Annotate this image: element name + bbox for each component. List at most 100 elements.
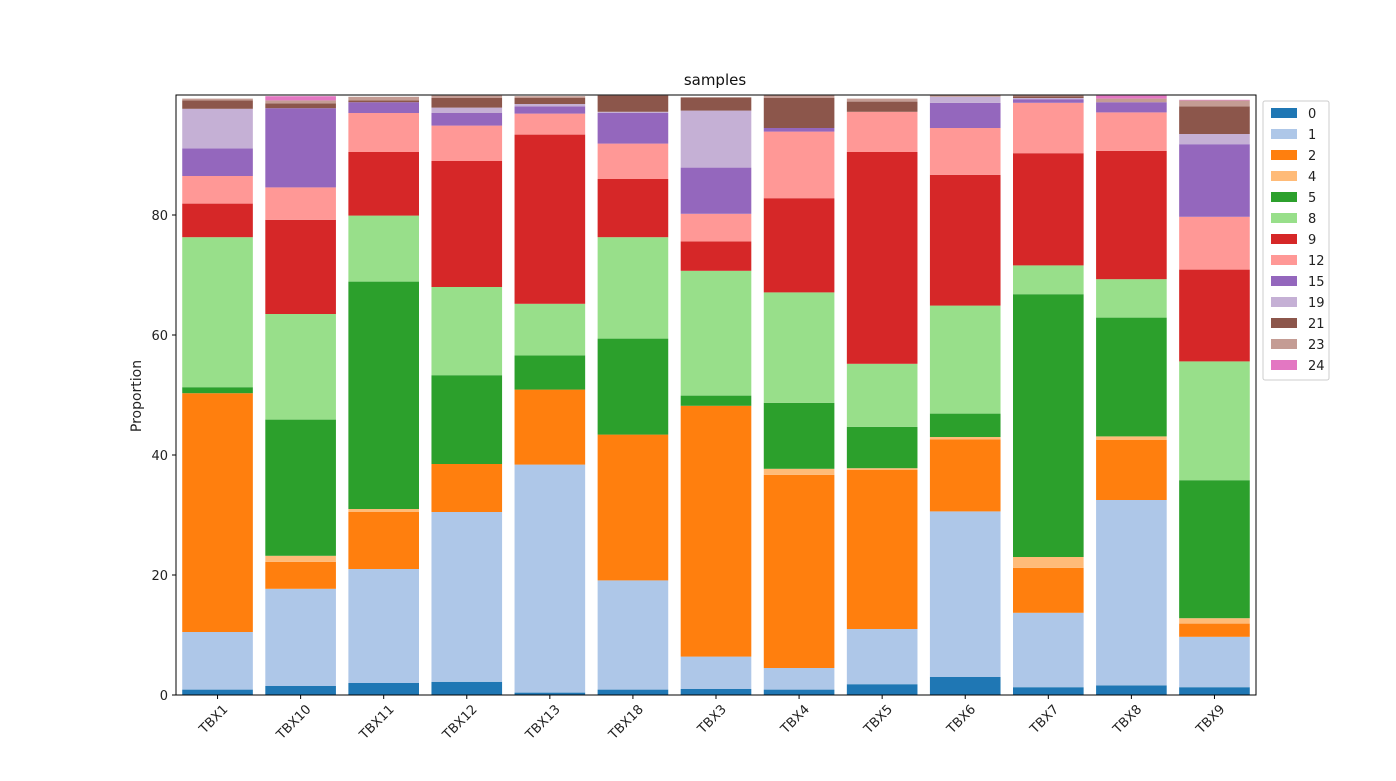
bar-segment-TBX9-series-21 bbox=[1179, 106, 1250, 134]
legend-label-23: 23 bbox=[1308, 338, 1325, 353]
bar-segment-TBX7-series-12 bbox=[1013, 102, 1084, 154]
bar-segment-TBX13-series-0 bbox=[514, 692, 586, 695]
bar-segment-TBX5-series-12 bbox=[846, 111, 918, 152]
x-tick-label: TBX9 bbox=[1193, 702, 1228, 737]
bar-segment-TBX3-series-1 bbox=[680, 656, 752, 689]
bar-segment-TBX8-series-12 bbox=[1096, 112, 1167, 151]
bar-segment-TBX7-series-19 bbox=[1013, 98, 1084, 100]
bar-segment-TBX11-series-23 bbox=[348, 96, 419, 101]
bar-segment-TBX13-series-12 bbox=[514, 113, 586, 135]
bar-segment-TBX11-series-12 bbox=[348, 113, 419, 152]
legend-label-24: 24 bbox=[1308, 359, 1325, 374]
bar-segment-TBX1-series-5 bbox=[182, 387, 253, 394]
bar-segment-TBX4-series-9 bbox=[763, 198, 835, 293]
bars-layer bbox=[182, 95, 1250, 695]
bar-segment-TBX1-series-12 bbox=[182, 176, 253, 204]
legend-swatch-21 bbox=[1271, 318, 1297, 328]
bar-segment-TBX1-series-19 bbox=[182, 108, 253, 149]
x-tick-label: TBX5 bbox=[861, 702, 896, 737]
bar-segment-TBX3-series-9 bbox=[680, 241, 752, 271]
x-tick-label: TBX1 bbox=[196, 702, 231, 737]
bar-segment-TBX12-series-5 bbox=[431, 375, 503, 464]
bar-segment-TBX9-series-12 bbox=[1179, 216, 1250, 270]
bar-segment-TBX18-series-5 bbox=[597, 338, 669, 435]
bar-segment-TBX8-series-0 bbox=[1096, 685, 1167, 695]
bar-segment-TBX6-series-1 bbox=[929, 511, 1001, 677]
bar-segment-TBX12-series-23 bbox=[431, 95, 503, 98]
bar-segment-TBX7-series-0 bbox=[1013, 687, 1084, 695]
legend-swatch-9 bbox=[1271, 234, 1297, 244]
bar-segment-TBX9-series-4 bbox=[1179, 618, 1250, 624]
x-tick-label: TBX8 bbox=[1110, 702, 1145, 737]
legend-swatch-15 bbox=[1271, 276, 1297, 286]
x-tick-label: TBX10 bbox=[273, 702, 314, 743]
bar-segment-TBX3-series-0 bbox=[680, 689, 752, 695]
bar-segment-TBX5-series-21 bbox=[846, 101, 918, 112]
bar-segment-TBX7-series-9 bbox=[1013, 153, 1084, 266]
bar-segment-TBX3-series-15 bbox=[680, 167, 752, 214]
bar-segment-TBX7-series-2 bbox=[1013, 567, 1084, 613]
bar-segment-TBX9-series-1 bbox=[1179, 636, 1250, 688]
bar-segment-TBX4-series-0 bbox=[763, 689, 835, 695]
bar-segment-TBX5-series-23 bbox=[846, 98, 918, 102]
legend-swatch-4 bbox=[1271, 171, 1297, 181]
legend-label-9: 9 bbox=[1308, 233, 1316, 248]
bar-segment-TBX4-series-12 bbox=[763, 131, 835, 199]
bar-segment-TBX5-series-8 bbox=[846, 363, 918, 427]
legend-swatch-2 bbox=[1271, 150, 1297, 160]
bar-segment-TBX12-series-8 bbox=[431, 287, 503, 376]
bar-segment-TBX8-series-24 bbox=[1096, 95, 1167, 99]
bar-segment-TBX18-series-2 bbox=[597, 434, 669, 581]
bar-segment-TBX13-series-1 bbox=[514, 464, 586, 693]
plot-frame bbox=[175, 94, 1257, 696]
bar-segment-TBX5-series-9 bbox=[846, 152, 918, 364]
bar-segment-TBX18-series-1 bbox=[597, 580, 669, 690]
bar-segment-TBX11-series-0 bbox=[348, 683, 419, 695]
x-tick-label: TBX18 bbox=[606, 702, 647, 743]
bar-segment-TBX6-series-8 bbox=[929, 305, 1001, 414]
legend-swatch-0 bbox=[1271, 108, 1297, 118]
bar-segment-TBX9-series-19 bbox=[1179, 134, 1250, 145]
bar-segment-TBX12-series-15 bbox=[431, 113, 503, 126]
bar-segment-TBX6-series-23 bbox=[929, 95, 1001, 97]
bar-segment-TBX12-series-19 bbox=[431, 107, 503, 113]
bar-segment-TBX10-series-1 bbox=[265, 588, 336, 686]
bar-segment-TBX13-series-9 bbox=[514, 134, 586, 304]
y-tick-label: 40 bbox=[151, 449, 168, 464]
bar-segment-TBX18-series-19 bbox=[597, 111, 669, 113]
bar-segment-TBX10-series-15 bbox=[265, 108, 336, 188]
x-tick-label: TBX12 bbox=[439, 702, 480, 743]
bar-segment-TBX18-series-0 bbox=[597, 689, 669, 695]
bar-segment-TBX5-series-1 bbox=[846, 629, 918, 685]
bar-segment-TBX3-series-21 bbox=[680, 97, 752, 111]
legend-label-19: 19 bbox=[1308, 296, 1325, 311]
legend-swatch-8 bbox=[1271, 213, 1297, 223]
bar-segment-TBX4-series-5 bbox=[763, 402, 835, 469]
bar-segment-TBX12-series-12 bbox=[431, 125, 503, 161]
bar-segment-TBX9-series-5 bbox=[1179, 480, 1250, 619]
y-tick-label: 0 bbox=[160, 689, 168, 704]
bar-segment-TBX5-series-2 bbox=[846, 470, 918, 629]
bar-segment-TBX1-series-23 bbox=[182, 98, 253, 101]
bar-segment-TBX11-series-21 bbox=[348, 100, 419, 103]
legend-label-15: 15 bbox=[1308, 275, 1325, 290]
bar-segment-TBX1-series-21 bbox=[182, 100, 253, 109]
bar-segment-TBX11-series-15 bbox=[348, 102, 419, 113]
bar-segment-TBX5-series-5 bbox=[846, 426, 918, 469]
x-tick-label: TBX13 bbox=[522, 702, 563, 743]
bar-segment-TBX4-series-4 bbox=[763, 468, 835, 475]
bar-segment-TBX7-series-5 bbox=[1013, 294, 1084, 557]
legend-swatch-24 bbox=[1271, 360, 1297, 370]
bar-segment-TBX1-series-1 bbox=[182, 632, 253, 690]
bar-segment-TBX18-series-12 bbox=[597, 143, 669, 179]
bar-segment-TBX4-series-1 bbox=[763, 668, 835, 690]
bar-segment-TBX5-series-4 bbox=[846, 468, 918, 470]
bar-segment-TBX8-series-4 bbox=[1096, 436, 1167, 440]
bar-segment-TBX10-series-12 bbox=[265, 187, 336, 220]
legend-swatch-23 bbox=[1271, 339, 1297, 349]
bar-segment-TBX8-series-1 bbox=[1096, 500, 1167, 686]
bar-segment-TBX13-series-8 bbox=[514, 303, 586, 356]
